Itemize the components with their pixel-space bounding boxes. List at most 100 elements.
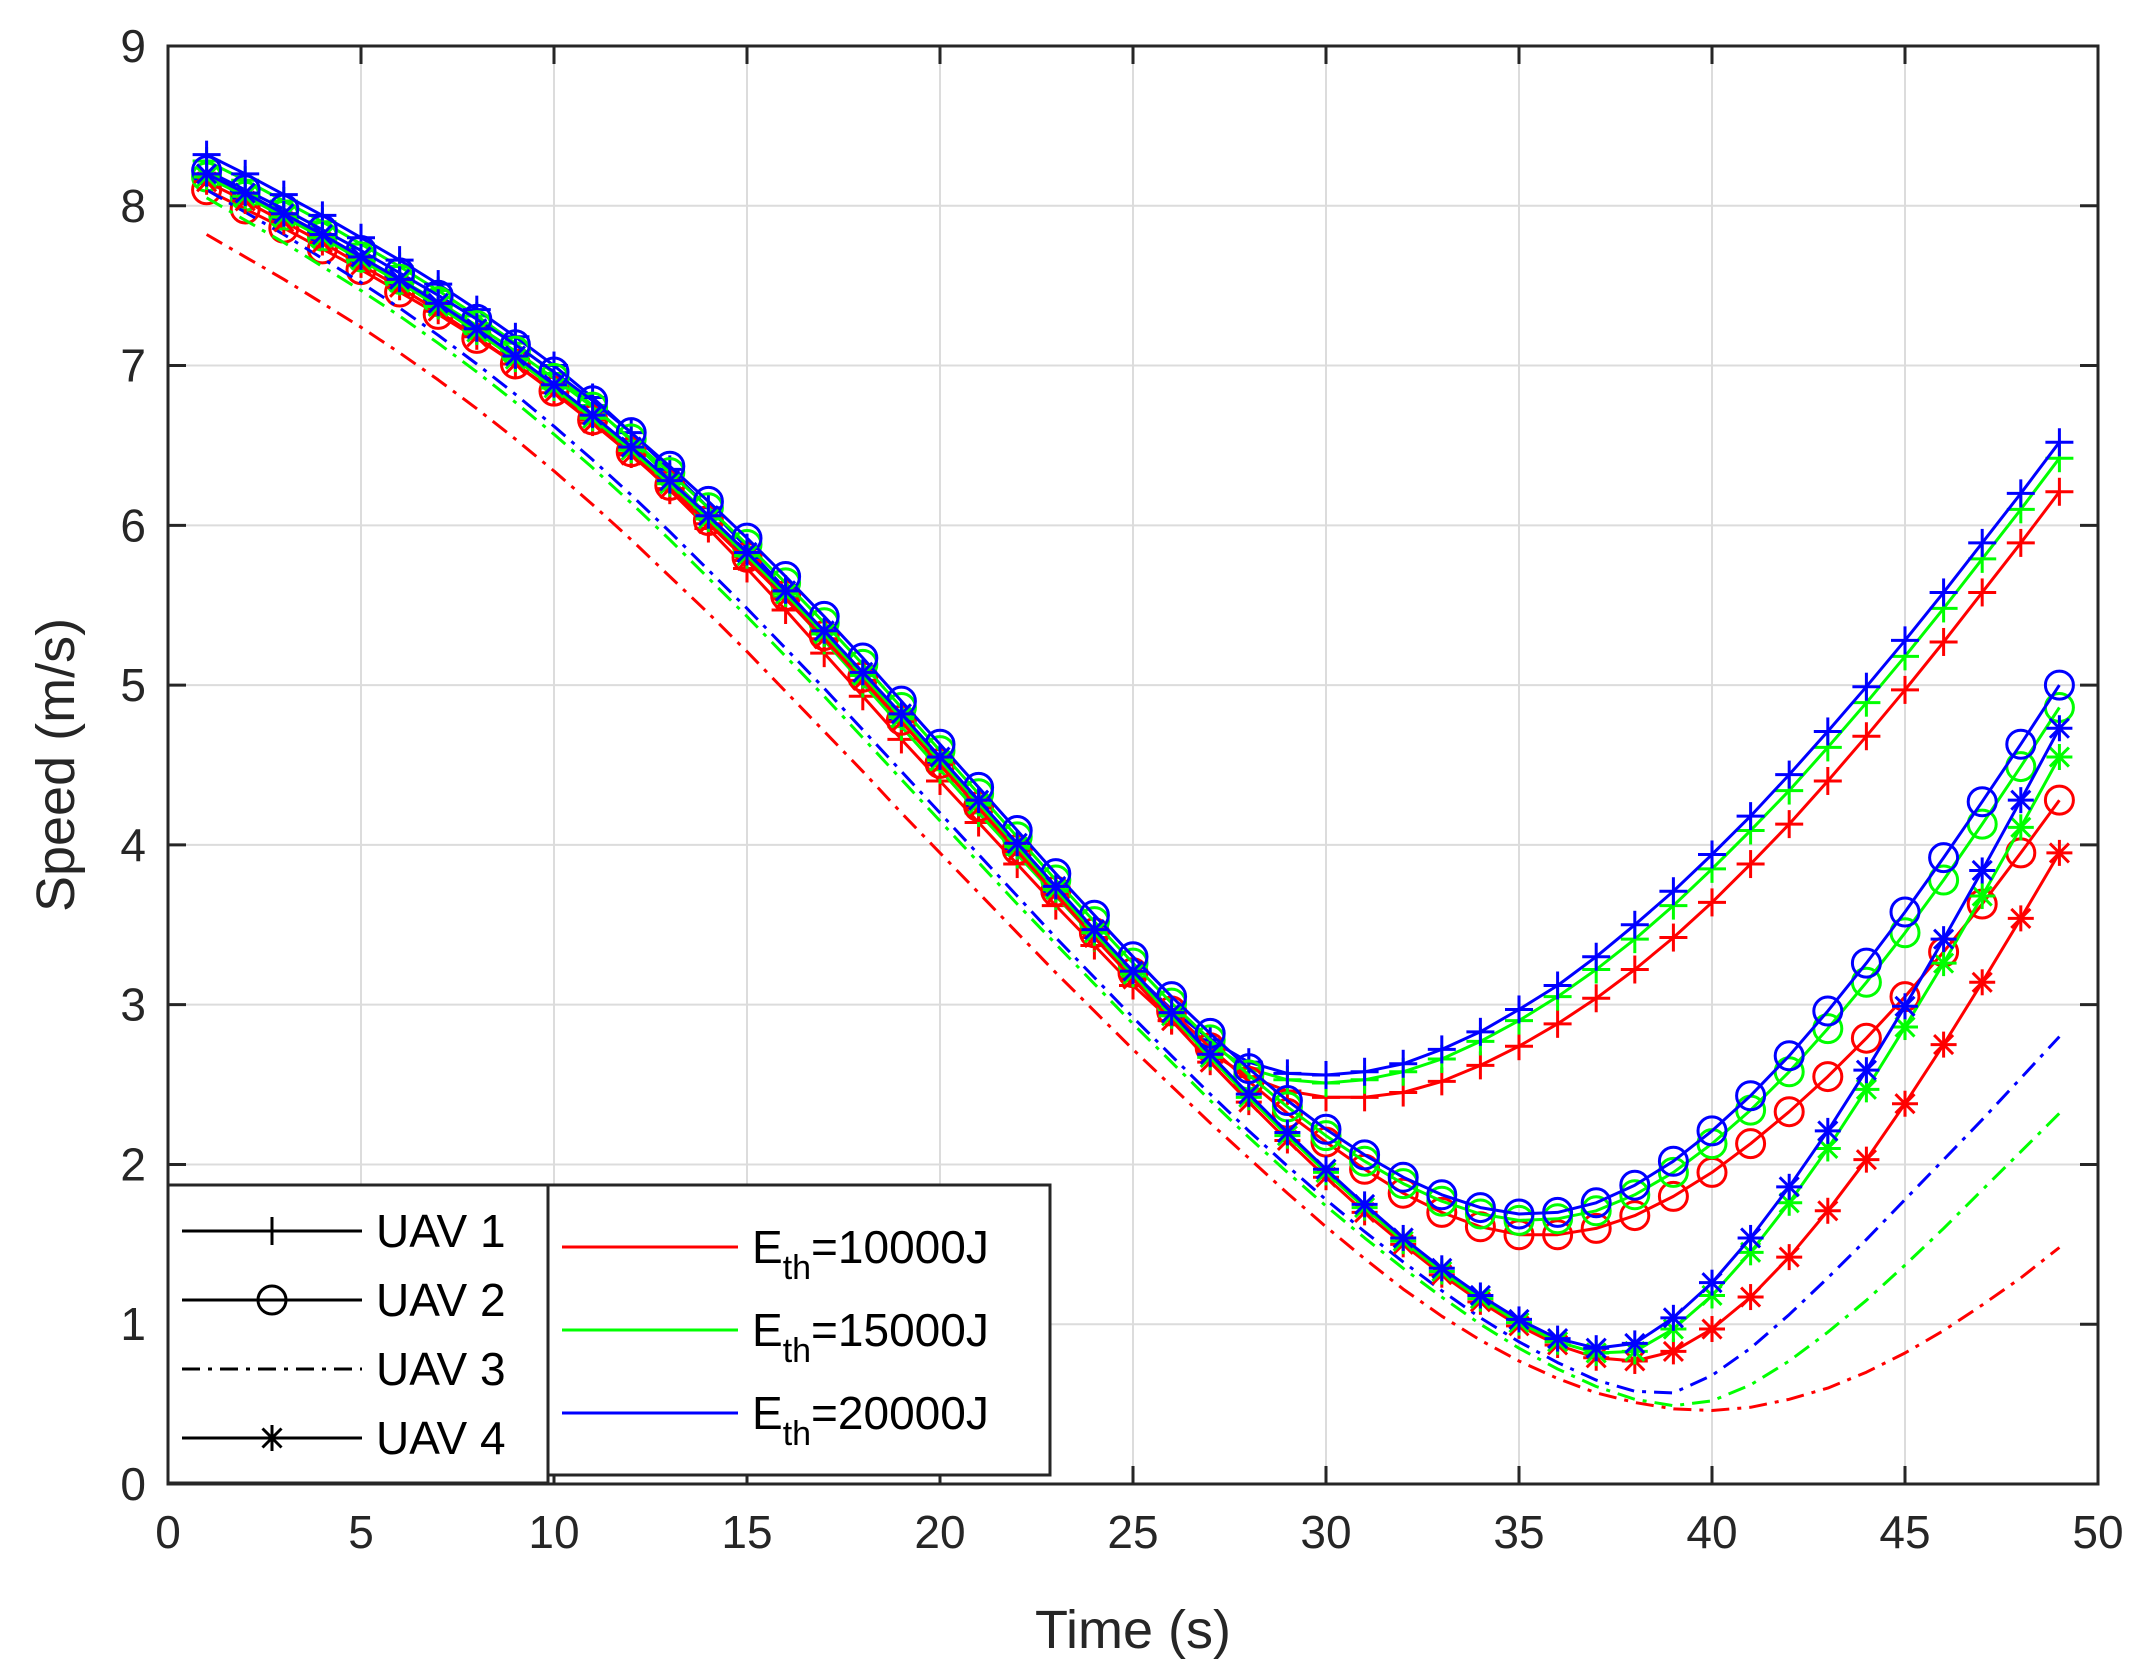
- series-line: [205, 188, 2061, 1395]
- data-point: [1699, 1316, 1725, 1343]
- data-point: [2007, 787, 2034, 814]
- data-point: [1620, 955, 1649, 984]
- data-point: [1235, 1081, 1262, 1108]
- asterisk-stroke: [234, 182, 256, 204]
- asterisk-stroke: [1045, 875, 1067, 897]
- x-tick-label: 40: [1686, 1506, 1737, 1558]
- asterisk-stroke: [1894, 1016, 1916, 1038]
- data-point: [1660, 1304, 1687, 1331]
- legend-uav-entry: UAV 1: [182, 1205, 506, 1257]
- series-uav3-6: [205, 233, 2061, 1412]
- asterisk-stroke: [1894, 995, 1916, 1017]
- data-point: [849, 659, 876, 686]
- asterisk-stroke: [2010, 907, 2032, 929]
- data-point: [1506, 1306, 1532, 1333]
- asterisk-stroke: [1701, 1272, 1723, 1294]
- legend-uav-entry: UAV 3: [182, 1343, 506, 1395]
- data-point: [1775, 760, 1804, 789]
- data-point: [1660, 1338, 1687, 1365]
- data-point: [1542, 1219, 1574, 1251]
- asterisk-stroke: [1740, 1286, 1762, 1308]
- asterisk-stroke: [852, 661, 874, 683]
- asterisk-stroke: [1276, 1121, 1298, 1144]
- legend-energy-entry: Eth=10000J: [562, 1221, 989, 1287]
- asterisk-stroke: [813, 620, 835, 642]
- data-point: [1735, 1080, 1767, 1112]
- x-tick-label: 15: [721, 1506, 772, 1558]
- asterisk-stroke: [1933, 952, 1955, 974]
- data-point: [1387, 1177, 1419, 1209]
- data-point: [1387, 1161, 1419, 1193]
- y-tick-label: 7: [120, 340, 146, 392]
- data-point: [1773, 1096, 1805, 1128]
- data-point: [1543, 971, 1572, 1000]
- asterisk-stroke: [1469, 1284, 1491, 1307]
- asterisk-stroke: [1006, 832, 1028, 854]
- asterisk-stroke: [427, 292, 449, 314]
- data-point: [579, 402, 606, 429]
- asterisk-stroke: [1431, 1257, 1453, 1279]
- data-point: [1891, 626, 1919, 655]
- data-point: [1969, 857, 1996, 884]
- data-point: [1619, 1169, 1651, 1201]
- x-tick-label: 20: [914, 1506, 965, 1558]
- legend-energy-label: Eth=20000J: [752, 1387, 989, 1453]
- data-point: [1812, 1061, 1844, 1093]
- data-point: [2007, 814, 2034, 841]
- data-point: [1620, 910, 1649, 939]
- data-point: [2043, 669, 2075, 701]
- asterisk-stroke: [1740, 1227, 1762, 1249]
- data-point: [965, 787, 992, 814]
- data-point: [1428, 1255, 1455, 1282]
- data-point: [1659, 877, 1688, 906]
- asterisk-stroke: [1585, 1337, 1607, 1359]
- asterisk-stroke: [273, 203, 295, 225]
- asterisk-stroke: [1701, 1318, 1723, 1340]
- data-point: [1776, 1244, 1803, 1271]
- data-point: [695, 502, 722, 529]
- data-point: [772, 577, 799, 604]
- data-point: [1892, 1014, 1918, 1041]
- y-tick-label: 0: [120, 1458, 146, 1510]
- data-point: [1621, 1330, 1648, 1357]
- data-point: [1580, 1187, 1612, 1219]
- asterisk-stroke: [2048, 717, 2070, 739]
- data-point: [1930, 926, 1957, 953]
- legend-energy-value: =20000J: [811, 1387, 989, 1439]
- asterisk-stroke: [1817, 1120, 1839, 1142]
- asterisk-stroke: [1354, 1193, 1376, 1215]
- data-point: [1542, 1196, 1574, 1228]
- data-point: [618, 434, 645, 461]
- y-axis-title: Speed (m/s): [26, 618, 86, 912]
- asterisk-stroke: [1315, 1158, 1337, 1180]
- data-point: [1389, 1049, 1418, 1078]
- asterisk-stroke: [890, 703, 912, 725]
- data-point: [1081, 916, 1108, 943]
- asterisk-stroke: [1817, 1200, 1839, 1222]
- asterisk-stroke: [1933, 1034, 1955, 1056]
- data-point: [1969, 883, 1996, 910]
- data-point: [888, 700, 915, 727]
- asterisk-stroke: [929, 746, 951, 768]
- data-point: [1853, 1146, 1880, 1173]
- data-point: [1891, 675, 1919, 704]
- legend-uav: UAV 1 UAV 2 UAV 3 UAV 4: [166, 1183, 550, 1485]
- data-point: [1812, 995, 1844, 1027]
- asterisk-stroke: [775, 580, 797, 602]
- asterisk-stroke: [1624, 1332, 1646, 1354]
- asterisk-stroke: [697, 505, 719, 527]
- y-tick-label: 3: [120, 979, 146, 1031]
- legend-uav-entry: UAV 2: [182, 1274, 506, 1326]
- data-point: [1699, 1269, 1725, 1296]
- asterisk-stroke: [1971, 971, 1993, 993]
- asterisk-stroke: [968, 789, 990, 811]
- data-point: [1814, 1197, 1841, 1224]
- data-point: [1853, 1057, 1880, 1084]
- asterisk-stroke: [582, 404, 604, 426]
- legend-energy-label: Eth=10000J: [752, 1221, 989, 1287]
- data-point: [1464, 1192, 1496, 1224]
- data-point: [1889, 896, 1921, 928]
- legend-energy-base: E: [752, 1304, 783, 1356]
